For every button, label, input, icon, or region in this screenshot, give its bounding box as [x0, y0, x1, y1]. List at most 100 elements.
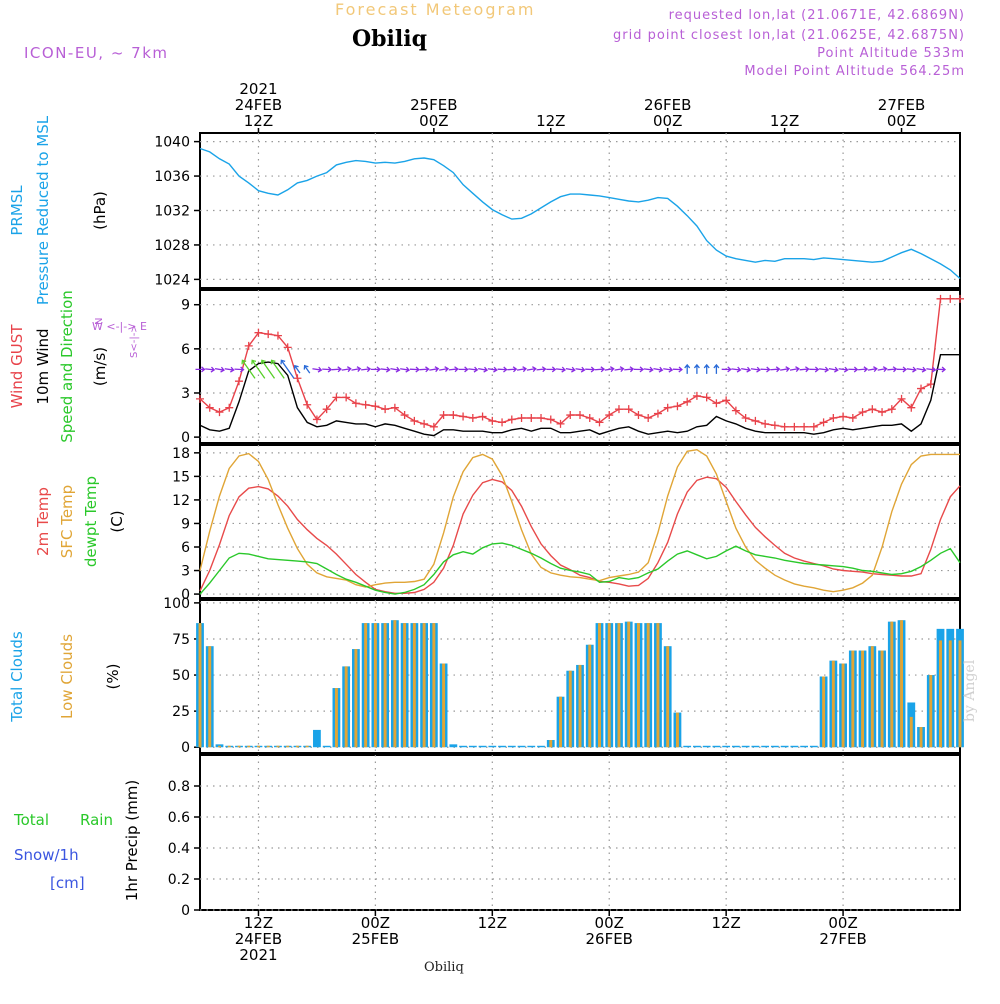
- clouds-bar-1: [919, 727, 923, 748]
- wind-direction-arrow-shape: [713, 363, 720, 374]
- wind-direction-arrow: [604, 366, 615, 373]
- wind-gust-point: [663, 403, 672, 412]
- clouds-bar-0: [488, 745, 497, 748]
- wind-direction-arrow-shape: [429, 366, 440, 373]
- wind-label-2: Speed and Direction: [58, 290, 76, 443]
- wind-direction-arrow: [303, 364, 311, 374]
- clouds-bar-1: [646, 623, 650, 748]
- model-name: ICON-EU, ~ 7km: [24, 44, 169, 62]
- wind-ytick-label: 9: [181, 298, 190, 314]
- wind-direction-arrow-shape: [887, 366, 898, 373]
- clouds-ytick-label: 75: [172, 632, 190, 648]
- clouds-bar-0: [215, 744, 224, 748]
- clouds-bar-1: [666, 646, 670, 748]
- wind-direction-arrow: [214, 366, 225, 373]
- wind-gust-point: [800, 422, 809, 431]
- wind-gust-point: [897, 394, 906, 403]
- clouds-bar-1: [344, 666, 348, 748]
- chart-title: Forecast Meteogram: [335, 0, 536, 19]
- clouds-bar-1: [578, 664, 582, 748]
- wind-direction-arrow: [896, 366, 908, 373]
- clouds-label-0: Total Clouds: [8, 631, 26, 723]
- wind-direction-arrow-shape: [478, 366, 489, 373]
- wind-direction-arrow: [780, 366, 791, 373]
- wind-gust-point: [936, 294, 945, 303]
- wind-direction-arrow-shape: [750, 366, 761, 373]
- clouds-bar-1: [909, 716, 913, 748]
- precip-panel-frame: [199, 754, 961, 911]
- wind-direction-arrow: [614, 366, 625, 373]
- wind-direction-arrow: [380, 366, 391, 373]
- wind-panel-frame: [199, 289, 961, 444]
- clouds-bar-0: [313, 729, 321, 748]
- wind-direction-arrow-shape: [896, 366, 908, 373]
- wind-gust-point: [517, 413, 526, 422]
- wind-direction-arrow: [390, 366, 401, 373]
- wind-direction-arrow: [906, 366, 917, 373]
- wind-direction-arrow-shape: [536, 366, 547, 373]
- top-axis-label: 2021: [239, 80, 277, 98]
- wind-gust-point: [293, 374, 302, 383]
- wind-direction-arrow: [741, 366, 752, 373]
- wind-direction-arrow: [565, 366, 576, 373]
- wind-gust-point: [381, 405, 390, 414]
- bottom-axis-label: 12Z: [711, 914, 740, 932]
- clouds-bar-1: [403, 623, 407, 748]
- wind-direction-arrow-shape: [555, 366, 566, 373]
- wind-gust-point: [420, 419, 429, 428]
- wind-gust-point: [751, 416, 760, 425]
- wind-direction-arrow: [713, 363, 720, 374]
- precip-unit-label: 1hr Precip (mm): [123, 780, 141, 901]
- wind-direction-arrow-shape: [409, 366, 420, 373]
- wind-direction-arrow-shape: [241, 359, 256, 379]
- bottom-axis-label: 00Z: [828, 914, 857, 932]
- top-axis-label: 00Z: [887, 112, 916, 130]
- precip-ytick-label: 0.6: [168, 810, 190, 826]
- wind-gust-point: [527, 413, 536, 422]
- wind-gust-point: [692, 391, 701, 400]
- clouds-bar-1: [295, 745, 299, 748]
- wind-gust-point: [537, 413, 546, 422]
- wind-gust-point: [312, 415, 321, 424]
- wind-ytick-label: 0: [181, 430, 190, 446]
- wind-label-3: (m/s): [91, 347, 109, 386]
- pressure-panel-frame: [199, 132, 961, 289]
- clouds-bar-0: [741, 745, 750, 748]
- wind-gust-point: [644, 413, 653, 422]
- wind-direction-arrow-shape: [400, 366, 411, 373]
- clouds-ytick-label: 25: [172, 704, 190, 720]
- clouds-bar-1: [198, 623, 202, 748]
- wind-gust-point: [956, 294, 964, 303]
- wind-direction-arrow-shape: [653, 366, 664, 373]
- clouds-bar-1: [939, 640, 942, 748]
- wind-gust-point: [196, 394, 204, 403]
- wind-direction-arrow-shape: [468, 366, 479, 373]
- clouds-bar-0: [693, 745, 701, 748]
- clouds-bar-1: [627, 621, 631, 748]
- wind-direction-arrow: [848, 366, 859, 373]
- clouds-bar-1: [208, 646, 212, 748]
- wind-direction-arrow: [887, 366, 898, 373]
- clouds-bar-1: [305, 745, 309, 748]
- wind-direction-arrow: [594, 366, 606, 373]
- wind-gust-point: [254, 328, 263, 337]
- wind-direction-arrow-shape: [594, 366, 606, 373]
- clouds-bar-1: [549, 740, 553, 748]
- wind-direction-arrow: [224, 366, 235, 373]
- pressure-series-0-line: [199, 147, 961, 280]
- wind-direction-arrow: [799, 366, 810, 373]
- wind-direction-arrow-shape: [760, 366, 771, 373]
- top-axis-label: 00Z: [653, 112, 682, 130]
- wind-gust-point: [244, 341, 253, 350]
- clouds-ytick-label: 0: [181, 740, 190, 756]
- wind-gust-point: [273, 331, 282, 340]
- wind-direction-arrow: [684, 363, 691, 374]
- wind-gust-point: [459, 412, 468, 421]
- clouds-bar-1: [266, 745, 270, 748]
- clouds-bar-0: [449, 744, 458, 748]
- clouds-bar-0: [459, 745, 467, 748]
- wind-direction-arrow-shape: [672, 366, 683, 373]
- wind-direction-arrow: [858, 366, 869, 373]
- wind-direction-arrow: [575, 366, 586, 373]
